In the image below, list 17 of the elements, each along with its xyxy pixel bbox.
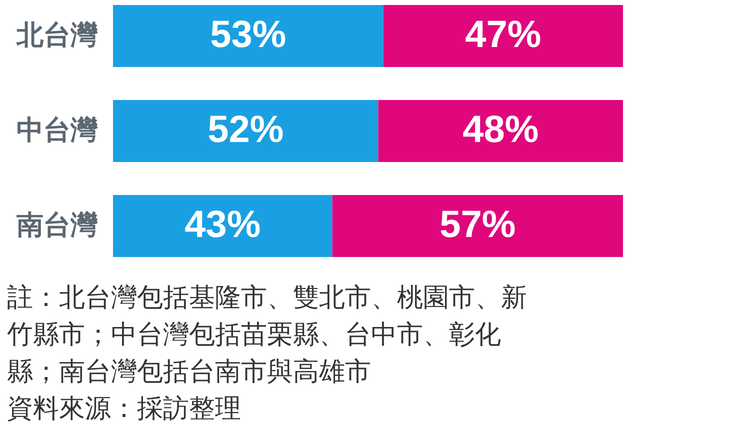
text: 註：北台灣包括基隆市、雙北市、桃園市、新竹縣市；中台灣包括苗栗縣、台中市、彰化縣；南台灣包括台南市與高雄市 bbox=[7, 283, 527, 387]
data-label: 43% bbox=[184, 204, 261, 246]
source-note: 資料來源：採訪整理 bbox=[7, 394, 241, 424]
bar bbox=[378, 100, 623, 162]
y-tick-label: 中台灣 bbox=[16, 115, 98, 146]
data-label: 47% bbox=[465, 14, 542, 56]
y-tick-label: 北台灣 bbox=[16, 20, 98, 52]
bar bbox=[383, 5, 623, 68]
bar bbox=[332, 194, 623, 257]
bar bbox=[113, 100, 378, 162]
data-label: 48% bbox=[462, 109, 539, 151]
bar bbox=[113, 5, 384, 68]
y-tick-label: 南台灣 bbox=[16, 210, 98, 241]
bar bbox=[113, 194, 332, 257]
data-label: 57% bbox=[440, 204, 516, 246]
data-label: 53% bbox=[210, 14, 286, 56]
data-label: 52% bbox=[208, 109, 284, 151]
